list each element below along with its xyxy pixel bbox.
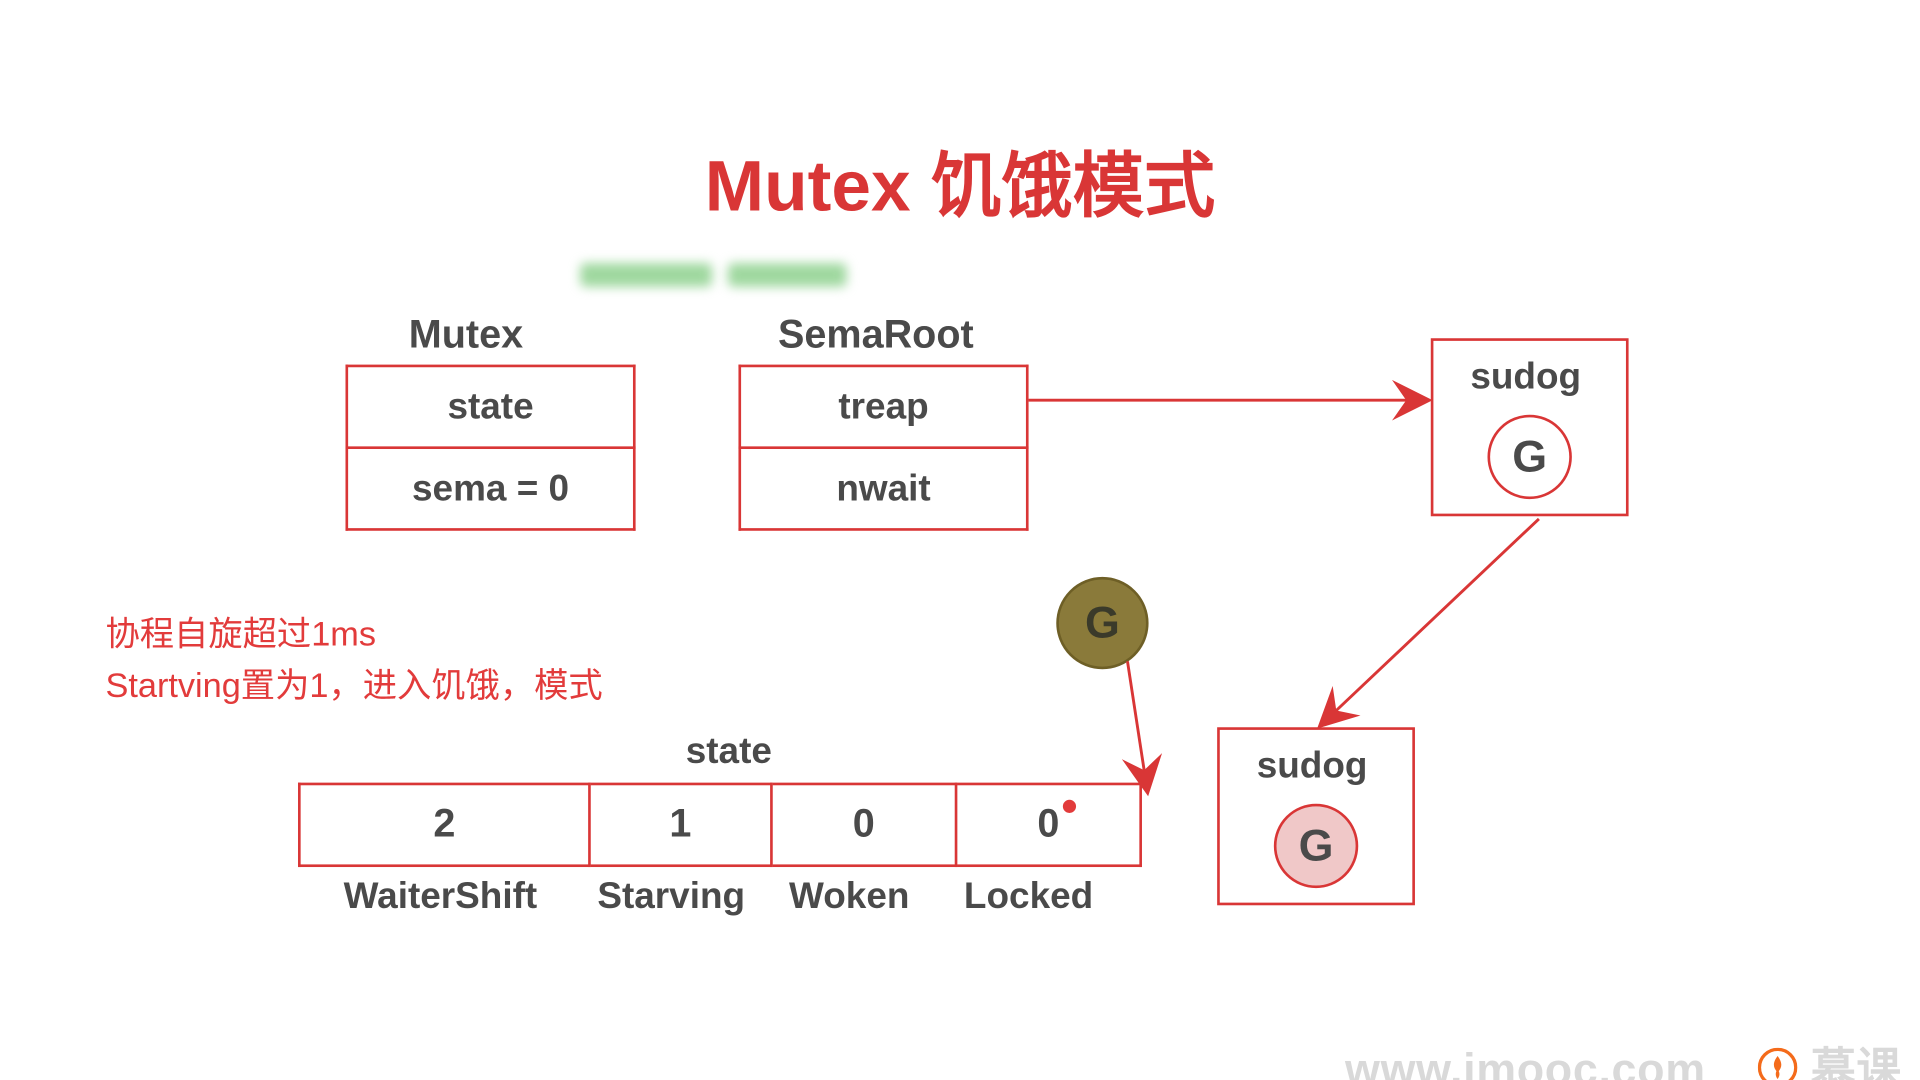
state-header: state (686, 730, 772, 772)
semaroot-row-treap: treap (740, 366, 1027, 448)
state-cell-waitershift: 2 (299, 784, 589, 866)
semaroot-box: treap nwait (738, 365, 1028, 531)
state-label-starving: Starving (583, 875, 760, 917)
mutex-header: Mutex (409, 313, 523, 358)
laser-dot-icon (1063, 800, 1076, 813)
sudog-goroutine-1: G (1487, 415, 1571, 499)
state-label-locked: Locked (939, 875, 1118, 917)
semaroot-header: SemaRoot (778, 313, 974, 358)
state-table: 2100 (298, 783, 1142, 867)
semaroot-row-nwait: nwait (740, 448, 1027, 530)
state-cell-starving: 1 (589, 784, 771, 866)
free-goroutine: G (1056, 577, 1148, 669)
description-line-2: Startving置为1，进入饥饿，模式 (105, 660, 602, 711)
state-cell-locked: 0 (956, 784, 1141, 866)
state-label-waitershift: WaiterShift (298, 875, 583, 917)
state-cell-woken: 0 (771, 784, 956, 866)
watermark-url: www.imooc.com (1345, 1045, 1706, 1080)
state-label-woken: Woken (760, 875, 939, 917)
decorative-blur-1 (580, 263, 712, 287)
description-line-1: 协程自旋超过1ms (105, 609, 602, 660)
sudog-label-1: sudog (1470, 355, 1581, 397)
mutex-box: state sema = 0 (345, 365, 635, 531)
mutex-row-state: state (347, 366, 634, 448)
mutex-row-sema: sema = 0 (347, 448, 634, 530)
page-title: Mutex 饥饿模式 (705, 127, 1215, 231)
flame-icon (1758, 1047, 1798, 1080)
sudog-goroutine-2: G (1274, 804, 1358, 888)
state-labels: WaiterShiftStarvingWokenLocked (298, 875, 1118, 917)
decorative-blur-2 (728, 263, 847, 287)
description-text: 协程自旋超过1ms Startving置为1，进入饥饿，模式 (105, 609, 602, 712)
sudog-label-2: sudog (1257, 744, 1368, 786)
diagram-stage: Mutex 饥饿模式 Mutex state sema = 0 SemaRoot… (0, 2, 1920, 1078)
watermark: www.imooc.com 慕课网 (1345, 1033, 1920, 1080)
